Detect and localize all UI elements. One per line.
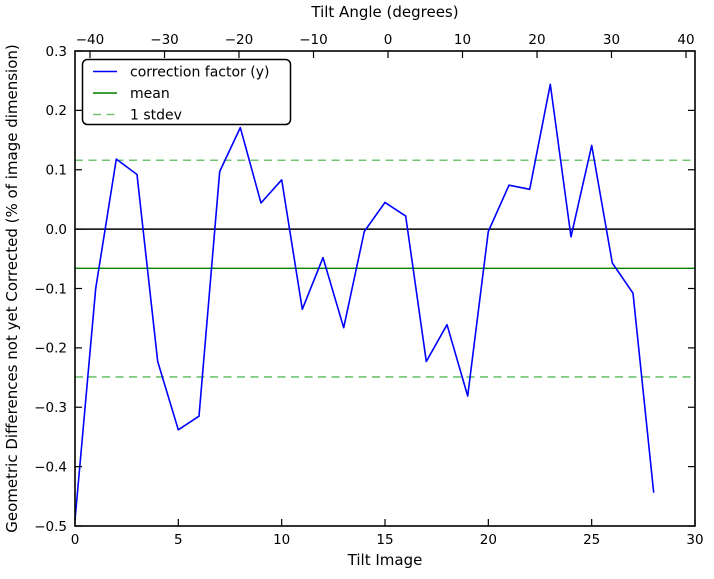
top-axis-tick-label: 20 <box>528 32 545 48</box>
plot-area: 0 5 10 15 20 25 30 −40 −30 −20 −10 0 10 20 30 40 0.3 0.2 0… <box>34 32 703 548</box>
y-axis-tick-label: −0.4 <box>34 459 67 475</box>
x-axis-tick-label: 15 <box>376 532 393 548</box>
y-axis-tick-label: −0.1 <box>34 281 67 297</box>
x-axis-tick-label: 0 <box>71 532 80 548</box>
y-axis-tick-label: −0.2 <box>34 341 67 357</box>
legend-box <box>81 58 292 126</box>
legend-label-correction-factor: correction factor (y) <box>130 65 269 81</box>
top-axis-tick-label: 10 <box>454 32 471 48</box>
top-axis-tick-label: −10 <box>299 32 328 48</box>
y-axis-tick-label: 0.2 <box>46 103 67 119</box>
x-axis-tick-label: 10 <box>273 532 290 548</box>
top-axis-tick-label: −30 <box>150 32 179 48</box>
x-axis-tick-label: 30 <box>686 532 703 548</box>
x-axis-tick-label: 5 <box>174 532 183 548</box>
top-axis-tick-label: 30 <box>603 32 620 48</box>
legend: correction factor (y) mean 1 stdev <box>81 58 292 126</box>
legend-label-stdev: 1 stdev <box>130 108 182 124</box>
legend-label-mean: mean <box>130 86 170 102</box>
y-axis-tick-label: −0.3 <box>34 400 67 416</box>
top-axis-tick-label: −20 <box>225 32 254 48</box>
plot-border <box>74 50 696 527</box>
y-axis-tick-label: 0.0 <box>46 222 67 238</box>
top-axis-tick-label: 0 <box>384 32 393 48</box>
top-axis-title: Tilt Angle (degrees) <box>310 3 458 21</box>
x-axis-label: Tilt Image <box>347 551 423 569</box>
correction-factor-line <box>74 83 655 521</box>
x-axis-tick-label: 25 <box>583 532 600 548</box>
y-axis-label: Geometric Differences not yet Corrected … <box>3 44 21 533</box>
top-axis-tick-label: −40 <box>76 32 105 48</box>
top-axis-tick-label: 40 <box>677 32 694 48</box>
y-axis-tick-label: 0.1 <box>46 163 67 179</box>
y-axis-tick-label: 0.3 <box>46 44 67 60</box>
y-axis-tick-label: −0.5 <box>34 519 67 535</box>
x-axis-tick-label: 20 <box>480 532 497 548</box>
